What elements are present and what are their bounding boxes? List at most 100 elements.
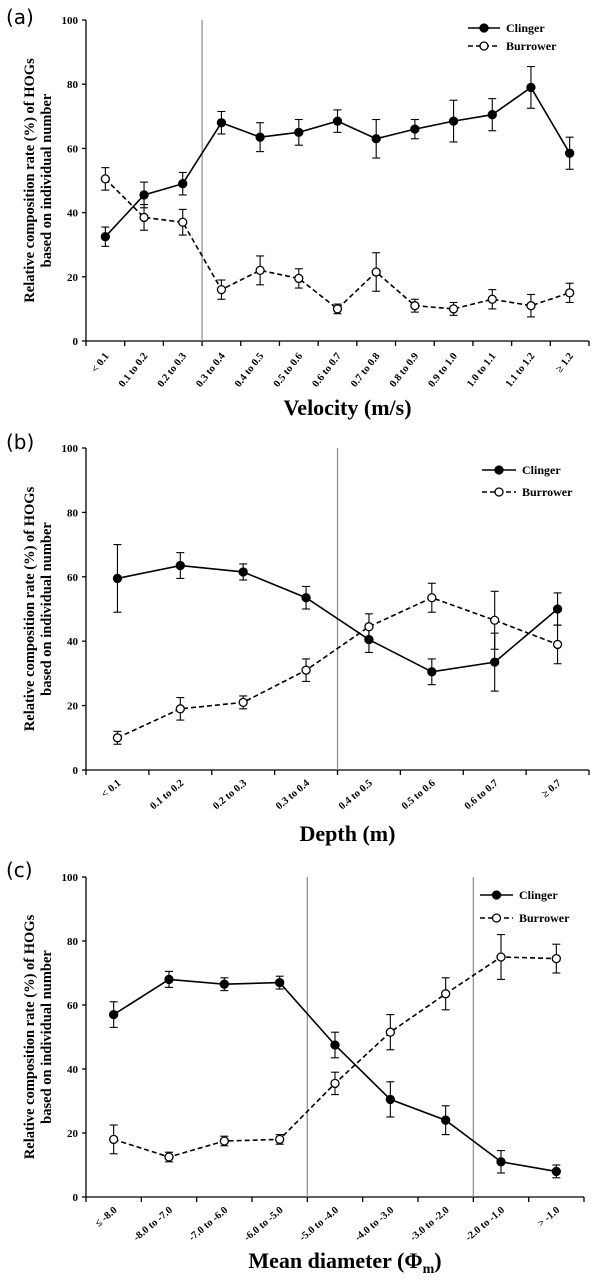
data-point-clinger-c	[441, 1115, 451, 1125]
data-point-burrower-c	[219, 1136, 229, 1146]
data-point-clinger-a	[371, 134, 381, 144]
legend-marker-burrower-a	[479, 41, 489, 51]
legend-label-clinger-c: Clinger	[519, 888, 558, 902]
data-point-clinger-c	[109, 1009, 119, 1020]
data-point-burrower-c	[275, 1134, 285, 1145]
x-axis-label-c: Mean diameter (Φm)	[248, 1248, 441, 1277]
data-point-burrower-a	[216, 284, 227, 295]
data-point-clinger-c	[330, 1040, 340, 1050]
data-point-clinger-b	[112, 573, 123, 584]
x-tick-label-a: 0.3 to 0.4	[194, 350, 228, 389]
panel-label-a: (a)	[6, 5, 34, 29]
x-axis-label-end-c: )	[434, 1248, 441, 1273]
legend-label-clinger-a: Clinger	[506, 21, 545, 35]
data-point-burrower-a	[100, 174, 110, 184]
data-point-clinger-c	[164, 974, 174, 985]
panel-label-b: (b)	[6, 430, 34, 454]
data-point-clinger-c	[496, 1157, 506, 1167]
x-tick-label-a: 0.4 to 0.5	[233, 351, 266, 389]
y-tick-label-b: 100	[62, 443, 79, 455]
legend-label-burrower-b: Burrower	[522, 485, 573, 499]
data-point-clinger-a	[139, 190, 149, 200]
y-tick-label-a: 100	[62, 15, 79, 27]
x-tick-label-c: -5.0 to -4.0	[298, 1205, 341, 1244]
y-tick-label-b: 60	[67, 572, 79, 584]
data-point-burrower-c	[551, 953, 561, 964]
data-point-burrower-b	[552, 639, 563, 650]
legend-marker-burrower-b	[494, 487, 504, 497]
legend-marker-burrower-c	[491, 913, 502, 923]
x-axis-label-subscript-c: m	[423, 1262, 435, 1277]
data-point-clinger-a	[216, 118, 227, 128]
y-tick-label-a: 0	[73, 336, 79, 348]
x-tick-label-b: 0.6 to 0.7	[463, 778, 501, 812]
data-point-burrower-c	[330, 1078, 340, 1089]
y-axis-label-c: based on individual number	[39, 950, 55, 1124]
data-point-burrower-c	[441, 989, 451, 999]
x-tick-label-c: -8.0 to -7.0	[132, 1205, 175, 1244]
x-tick-label-c: -6.0 to -5.0	[242, 1205, 285, 1244]
data-point-clinger-c	[219, 979, 229, 989]
y-tick-label-c: 0	[73, 1192, 79, 1204]
legend-label-burrower-c: Burrower	[519, 911, 570, 925]
data-point-burrower-a	[255, 265, 265, 276]
data-point-clinger-a	[448, 116, 459, 126]
data-point-clinger-b	[301, 593, 311, 603]
data-point-burrower-b	[301, 665, 311, 675]
data-point-clinger-b	[427, 667, 437, 677]
y-tick-label-c: 80	[67, 936, 79, 948]
y-axis-label-c: Relative composition rate (%) of HOGs	[22, 914, 38, 1159]
x-tick-label-c: -4.0 to -3.0	[353, 1205, 396, 1244]
data-point-clinger-a	[526, 82, 536, 93]
x-tick-label-a: ≥ 1.2	[554, 351, 576, 375]
data-point-burrower-a	[332, 304, 343, 314]
data-point-burrower-b	[364, 622, 374, 632]
x-tick-label-a: 0.1 to 0.2	[117, 351, 150, 389]
data-point-burrower-c	[385, 1027, 395, 1037]
chart-svg-a: (a) 0 20 40 60 80 100 < 0.1 0.1 to 0.2 0.2 to 0.3…	[6, 5, 590, 420]
x-tick-label-b: 0.5 to 0.6	[400, 778, 438, 812]
x-tick-label-a: < 0.1	[90, 351, 112, 375]
data-point-burrower-c	[109, 1134, 119, 1145]
chart-svg-c: (c) 0 20 40 60 80 100 ≤ -8.0 -8.0 to -7.0 -7.0 to…	[6, 858, 585, 1277]
chart-panel-a: (a) 0 20 40 60 80 100 < 0.1 0.1 to 0.2 0.2 to 0.3…	[0, 0, 600, 427]
x-tick-label-c: ≤ -8.0	[93, 1205, 119, 1230]
data-point-clinger-a	[565, 148, 575, 158]
y-tick-label-c: 20	[67, 1128, 79, 1140]
x-tick-label-a: 0.2 to 0.3	[156, 351, 189, 389]
data-point-burrower-a	[139, 212, 149, 223]
x-tick-label-b: < 0.1	[100, 778, 124, 800]
data-point-burrower-a	[565, 288, 575, 298]
x-tick-label-c: -3.0 to -2.0	[408, 1205, 451, 1244]
data-point-clinger-a	[100, 232, 110, 242]
series-line-clinger-b	[117, 564, 559, 673]
y-tick-label-c: 60	[67, 1000, 79, 1012]
y-axis-label-b: based on individual number	[39, 522, 55, 696]
data-point-burrower-a	[448, 304, 459, 314]
x-tick-label-c: -2.0 to -1.0	[464, 1205, 507, 1244]
chart-svg-b: (b) 0 20 40 60 80 100 < 0.1 0.1 to 0.2 0.2 to 0.3…	[6, 430, 590, 846]
x-tick-label-a: 1.1 to 1.2	[504, 351, 537, 389]
panel-label-c: (c)	[6, 858, 33, 882]
data-point-burrower-b	[238, 697, 248, 708]
data-point-burrower-a	[526, 301, 536, 311]
data-point-burrower-a	[371, 267, 381, 277]
data-point-burrower-a	[178, 217, 188, 227]
x-axis-label-a: Velocity (m/s)	[283, 395, 411, 420]
data-point-clinger-a	[255, 132, 265, 142]
data-point-clinger-a	[487, 110, 497, 120]
data-point-clinger-b	[238, 567, 248, 577]
y-axis-label-a: Relative composition rate (%) of HOGs	[22, 58, 38, 303]
y-tick-label-a: 20	[67, 272, 79, 284]
data-point-burrower-b	[490, 615, 500, 625]
data-point-burrower-b	[112, 733, 123, 743]
legend-marker-clinger-c	[491, 890, 502, 900]
data-point-clinger-a	[178, 179, 188, 189]
y-tick-label-b: 80	[67, 507, 79, 519]
x-tick-label-a: 0.8 to 0.9	[388, 351, 421, 389]
y-axis-label-b: Relative composition rate (%) of HOGs	[22, 486, 38, 731]
data-point-burrower-a	[410, 301, 420, 311]
legend-marker-clinger-b	[494, 465, 504, 475]
y-tick-label-b: 40	[67, 636, 79, 648]
x-axis-label-b: Depth (m)	[300, 821, 396, 846]
